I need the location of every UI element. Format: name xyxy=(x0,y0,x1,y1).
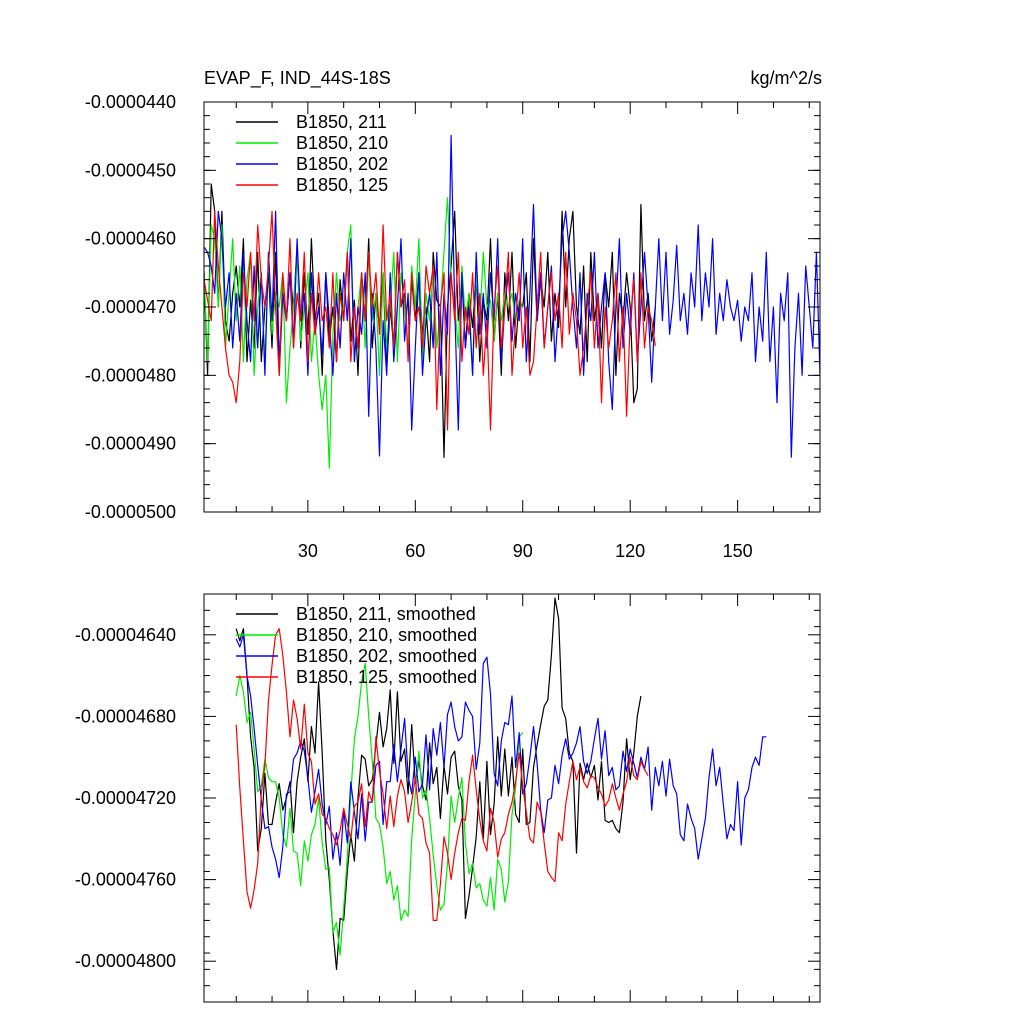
legend-label: B1850, 211 xyxy=(296,112,387,132)
y-tick-label: -0.00004800 xyxy=(75,951,176,971)
legend-label: B1850, 202 xyxy=(296,154,388,174)
legend-label: B1850, 125 xyxy=(296,175,388,195)
units-label: kg/m^2/s xyxy=(751,68,822,88)
x-tick-label: 150 xyxy=(723,541,753,561)
plot-area xyxy=(235,597,767,971)
legend-label: B1850, 210, smoothed xyxy=(296,625,477,645)
x-tick-label: 90 xyxy=(513,541,533,561)
y-tick-label: -0.0000480 xyxy=(85,365,176,385)
figure-title: EVAP_F, IND_44S-18S xyxy=(204,68,391,89)
y-tick-label: -0.0000440 xyxy=(85,92,176,112)
bottom-panel: -0.00004640 -0.00004680 -0.00004720 -0.0000… xyxy=(75,593,821,1003)
series-line-0 xyxy=(235,597,642,971)
series-line-3 xyxy=(235,628,649,922)
y-tick-label: -0.00004760 xyxy=(75,870,176,890)
legend-label: B1850, 210 xyxy=(296,133,388,153)
legend-label: B1850, 202, smoothed xyxy=(296,646,477,666)
x-tick-label: 30 xyxy=(298,541,318,561)
y-tick-label: -0.0000490 xyxy=(85,434,176,454)
series-line-3 xyxy=(204,210,656,431)
y-tick-label: -0.00004680 xyxy=(75,706,176,726)
legend-label: B1850, 211, smoothed xyxy=(296,604,476,624)
y-tick-label: -0.0000500 xyxy=(85,502,176,522)
x-tick-label: 120 xyxy=(615,541,645,561)
y-tick-label: -0.0000470 xyxy=(85,297,176,317)
y-tick-label: -0.0000450 xyxy=(85,160,176,180)
top-panel: 30 60 90 120 150 -0.0000440 -0.0000450 -0.00004… xyxy=(85,92,821,561)
y-tick-label: -0.0000460 xyxy=(85,229,176,249)
y-tick-label: -0.00004640 xyxy=(75,625,176,645)
series-line-1 xyxy=(235,662,524,956)
y-tick-label: -0.00004720 xyxy=(75,788,176,808)
x-tick-label: 60 xyxy=(405,541,425,561)
legend-label: B1850, 125, smoothed xyxy=(296,667,477,687)
plot-area xyxy=(204,134,820,469)
